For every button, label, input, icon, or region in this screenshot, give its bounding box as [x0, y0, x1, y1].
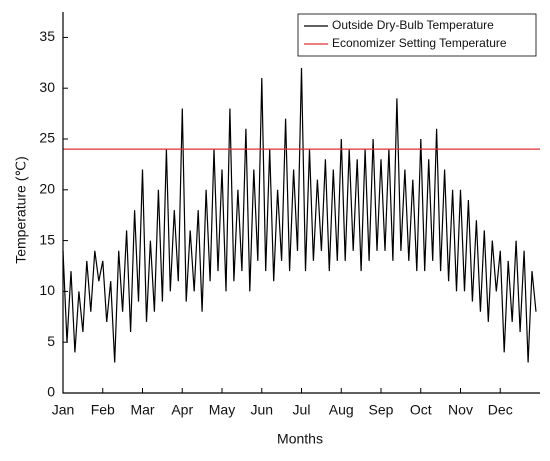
x-tick-label: Oct — [410, 402, 432, 418]
series-line — [62, 67, 537, 363]
x-tick-label: Sep — [369, 402, 394, 418]
y-axis-label: Temperature (℃) — [13, 156, 29, 264]
legend-label: Outside Dry-Bulb Temperature — [332, 18, 494, 32]
y-tick-label: 5 — [47, 333, 55, 349]
y-tick-label: 0 — [47, 384, 55, 400]
x-tick-label: Nov — [448, 402, 473, 418]
y-tick-label: 30 — [39, 79, 55, 95]
x-tick-label: Jan — [52, 402, 75, 418]
x-tick-label: Apr — [171, 402, 193, 418]
axes — [62, 12, 540, 394]
y-tick-label: 15 — [39, 231, 55, 247]
y-tick-label: 10 — [39, 282, 55, 298]
y-tick-label: 35 — [39, 28, 55, 44]
x-tick-label: May — [209, 402, 235, 418]
x-tick-label: Feb — [91, 402, 115, 418]
legend-label: Economizer Setting Temperature — [332, 36, 507, 50]
y-tick-label: 25 — [39, 130, 55, 146]
x-axis-label: Months — [277, 431, 323, 447]
x-tick-label: Dec — [488, 402, 513, 418]
y-tick-label: 20 — [39, 181, 55, 197]
x-tick-label: Jun — [250, 402, 273, 418]
legend-box — [297, 13, 537, 57]
x-tick-label: Jul — [293, 402, 311, 418]
x-tick-label: Mar — [130, 402, 154, 418]
x-tick-label: Aug — [329, 402, 354, 418]
